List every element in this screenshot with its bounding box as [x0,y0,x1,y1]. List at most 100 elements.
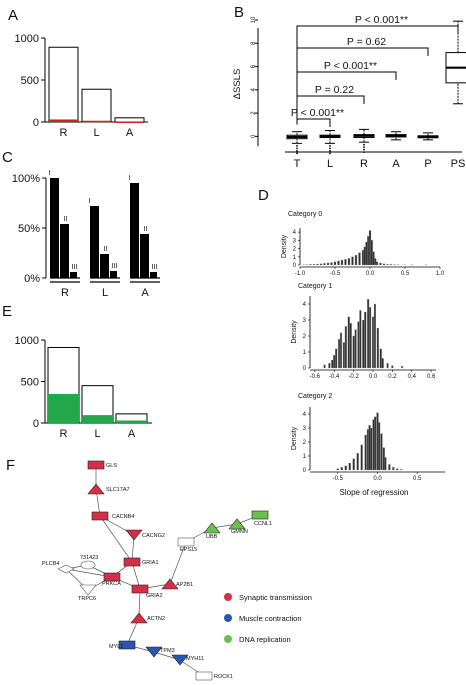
b-outlier [329,149,331,152]
b-outlier [363,151,365,154]
d-histogram-bin [316,263,319,266]
f-node-gls [87,460,105,470]
f-node-label: MYL1 [109,644,123,650]
c-series-label: I [49,170,51,177]
d-histogram-bin [380,433,383,471]
d-histogram-bin [323,263,326,266]
f-node-ubb [203,522,221,534]
f-legend-label: DNA replication [239,635,291,644]
b-significance-label: P = 0.22 [315,84,354,96]
f-legend-swatch [224,593,232,601]
f-node-plcb4 [57,564,75,574]
c-bar [100,254,109,278]
d-xtick-label: 0.2 [388,374,397,380]
b-ytick-label: 10 [251,16,257,23]
d-ytick-label: 2 [303,334,307,340]
d-histogram-bin [354,254,358,266]
d-histogram-bin [382,263,386,266]
d-histogram-bin [344,326,347,369]
d-histogram-bin [364,434,367,471]
b-significance-bracket [296,116,331,127]
d-xtick-label: -0.5 [330,271,341,277]
a-bar-total [81,88,112,123]
a-bar-total [114,117,145,123]
a-category-label: L [93,127,99,139]
b-category-label: T [294,158,301,170]
f-edge [131,561,141,590]
d-xtick-label: -0.5 [333,476,344,482]
f-node-label: GRIA2 [146,593,163,599]
f-node-actn2 [130,612,148,624]
b-outlier [296,147,298,150]
d-histogram-bin [373,303,376,369]
d-ytick-label: 2 [293,247,297,253]
c-bar [130,183,139,278]
d-histogram-bin [369,307,372,369]
d-xtick-label: -0.6 [310,374,321,380]
f-edge [169,541,187,585]
d-histogram-bin [384,457,387,471]
d-ytick-label: 3 [293,238,297,244]
b-y-axis-title: ΔSSLS [232,69,243,100]
d-histogram-bin [351,256,354,266]
d-xtick-label: -0.4 [329,374,340,380]
d-histogram-bin [344,465,347,471]
d-ytick-label: 3 [303,318,307,324]
panel-a-chart: 0 500 1000 R L A [15,33,148,139]
f-node-label: AP2B1 [176,582,193,588]
d-histogram-bin [391,365,394,369]
d-x-axis-title: Slope of regression [340,488,409,497]
c-series-label: II [104,246,108,253]
d-histogram-bin [338,339,341,369]
b-outlier [363,146,365,149]
d-ytick-label: 4 [293,230,297,236]
d-xtick-label: 0.5 [401,271,410,277]
d-histogram-bin [379,348,382,369]
d-histogram-title: Category 2 [298,393,332,400]
d-histogram-bin [352,335,355,369]
f-node-gmnn [228,518,246,530]
a-ytick-label: 1000 [15,33,39,45]
f-legend-swatch [224,614,232,622]
f-node-label: TPM3 [160,648,175,654]
f-node-label: ACTN2 [147,616,165,622]
panel-label-b: B [234,4,244,21]
d-histogram-bin [337,260,340,266]
e-category-label: L [94,428,100,440]
f-node-label: CACNG2 [142,533,165,539]
d-histogram-bin [323,364,326,369]
c-bar [140,234,149,278]
e-category-label: R [60,428,68,440]
d-xtick-label: 1.0 [436,271,445,277]
b-ytick-label: 8 [251,41,257,45]
d-histogram-bin [370,427,373,471]
f-node-eps15 [177,537,195,547]
f-node-cacnb4 [91,511,109,521]
panel-label-a: A [8,7,18,24]
f-node-myh11 [171,654,189,666]
d-xtick-label: -0.2 [348,374,359,380]
d-ytick-label: 0 [303,366,307,372]
d-histogram-bin [386,363,389,369]
f-node-label: TRPC6 [78,596,96,602]
d-histogram-bin [347,258,351,266]
b-category-label: PS [451,158,466,170]
d-histogram-bin [342,342,345,369]
panel-label-e: E [2,303,12,320]
c-series-label: II [144,226,148,233]
d-ytick-label: 2 [303,440,307,446]
a-category-label: A [126,127,134,139]
d-histogram-bin [340,259,344,266]
d-histogram-bin [362,319,365,369]
c-bar [90,206,99,278]
c-series-label: I [129,175,131,182]
f-node-label: MYH11 [186,656,204,662]
c-bar [150,272,157,278]
d-xtick-label: 0.6 [427,374,436,380]
d-xtick-label: 0.4 [408,374,417,380]
d-histogram-bin [354,329,357,369]
a-ytick-label: 500 [21,75,39,87]
c-bar [50,178,59,278]
d-xtick-label: 0.0 [373,476,382,482]
